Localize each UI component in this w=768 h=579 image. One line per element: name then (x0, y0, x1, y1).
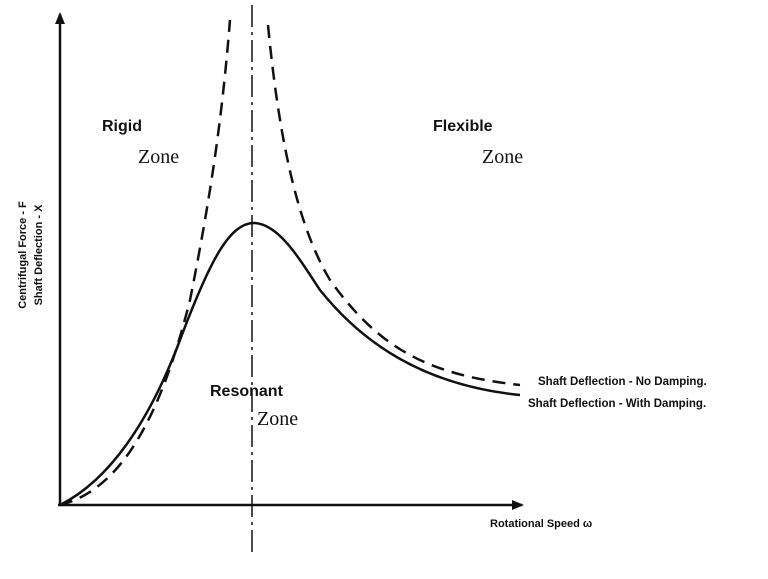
zone-name: Flexible (433, 118, 493, 135)
curve-label: Shaft Deflection - With Damping. (528, 398, 706, 410)
curve-label: Shaft Deflection - No Damping. (538, 376, 707, 388)
zone-name: Rigid (102, 118, 142, 135)
zone-word: Zone (138, 146, 179, 168)
damping-curve (59, 221, 521, 507)
y-axis-label: Centrifugal Force - F (17, 201, 29, 309)
no-damping-curve-left (59, 19, 232, 507)
y-axis-label: Shaft Deflection - X (33, 204, 45, 306)
zone-word: Zone (482, 146, 523, 168)
zone-name: Resonant (210, 383, 284, 400)
no-damping-curve-right (266, 24, 521, 387)
x-axis-label: Rotational Speed ω (490, 518, 592, 530)
zone-word: Zone (257, 408, 298, 430)
